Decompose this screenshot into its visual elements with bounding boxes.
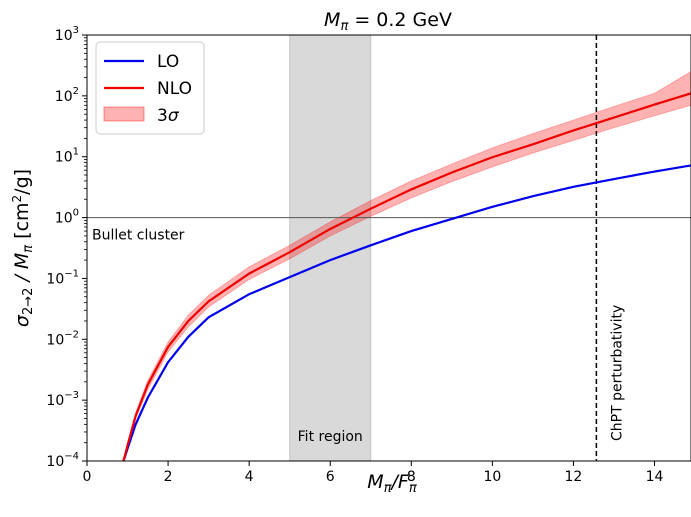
svg-text:Mπ/Fπ: Mπ/Fπ — [367, 471, 417, 496]
y-tick-label: 10−2 — [46, 329, 79, 348]
chpt-perturbativity-label: ChPT perturbativity — [609, 305, 625, 441]
title: Mπ = 0.2 GeV — [324, 9, 452, 34]
svg-text:Mπ = 0.2 GeV: Mπ = 0.2 GeV — [324, 9, 452, 34]
bullet-cluster-label: Bullet cluster — [92, 228, 185, 244]
legend: LO NLO 3σ — [95, 41, 205, 135]
x-tick-label: 14 — [646, 469, 664, 485]
plot-clip-group — [87, 35, 691, 461]
plot-frame — [86, 34, 691, 462]
x-tick-label: 2 — [164, 469, 173, 485]
series-line-lo — [122, 164, 691, 461]
fit-region-band — [289, 34, 372, 462]
legend-label-nlo: NLO — [157, 79, 192, 99]
x-tick-label: 6 — [326, 469, 335, 485]
plot-area: 0 2 4 6 8 10 12 14 10−4 10−3 10−2 10−1 100 101 102 103 B… — [46, 25, 691, 485]
x-axis-label: Mπ/Fπ — [367, 471, 417, 496]
y-tick-label: 10−3 — [46, 390, 79, 409]
fit-region-label: Fit region — [298, 429, 363, 445]
y-axis-label: σ2→2 / Mπ [cm2/g] — [10, 169, 36, 327]
legend-box — [95, 41, 205, 135]
x-tick-label: 8 — [407, 469, 416, 485]
x-tick-label: 0 — [83, 469, 92, 485]
y-tick-label: 103 — [55, 25, 79, 44]
svg-text:σ2→2 / Mπ [cm2/g]: σ2→2 / Mπ [cm2/g] — [10, 169, 36, 327]
legend-label-band: 3σ — [157, 106, 180, 126]
y-tick-label: 102 — [55, 86, 79, 105]
legend-label-lo: LO — [157, 52, 179, 72]
x-tick-label: 10 — [483, 469, 501, 485]
legend-swatch-band — [103, 106, 145, 122]
x-tick-label: 12 — [565, 469, 583, 485]
series-line-nlo — [122, 92, 691, 461]
y-tick-label: 101 — [55, 147, 79, 166]
nlo-3sigma-band — [122, 71, 691, 461]
y-tick-label: 100 — [55, 208, 79, 227]
y-tick-label: 10−4 — [46, 451, 79, 470]
x-tick-label: 4 — [245, 469, 254, 485]
y-tick-label: 10−1 — [46, 268, 79, 287]
